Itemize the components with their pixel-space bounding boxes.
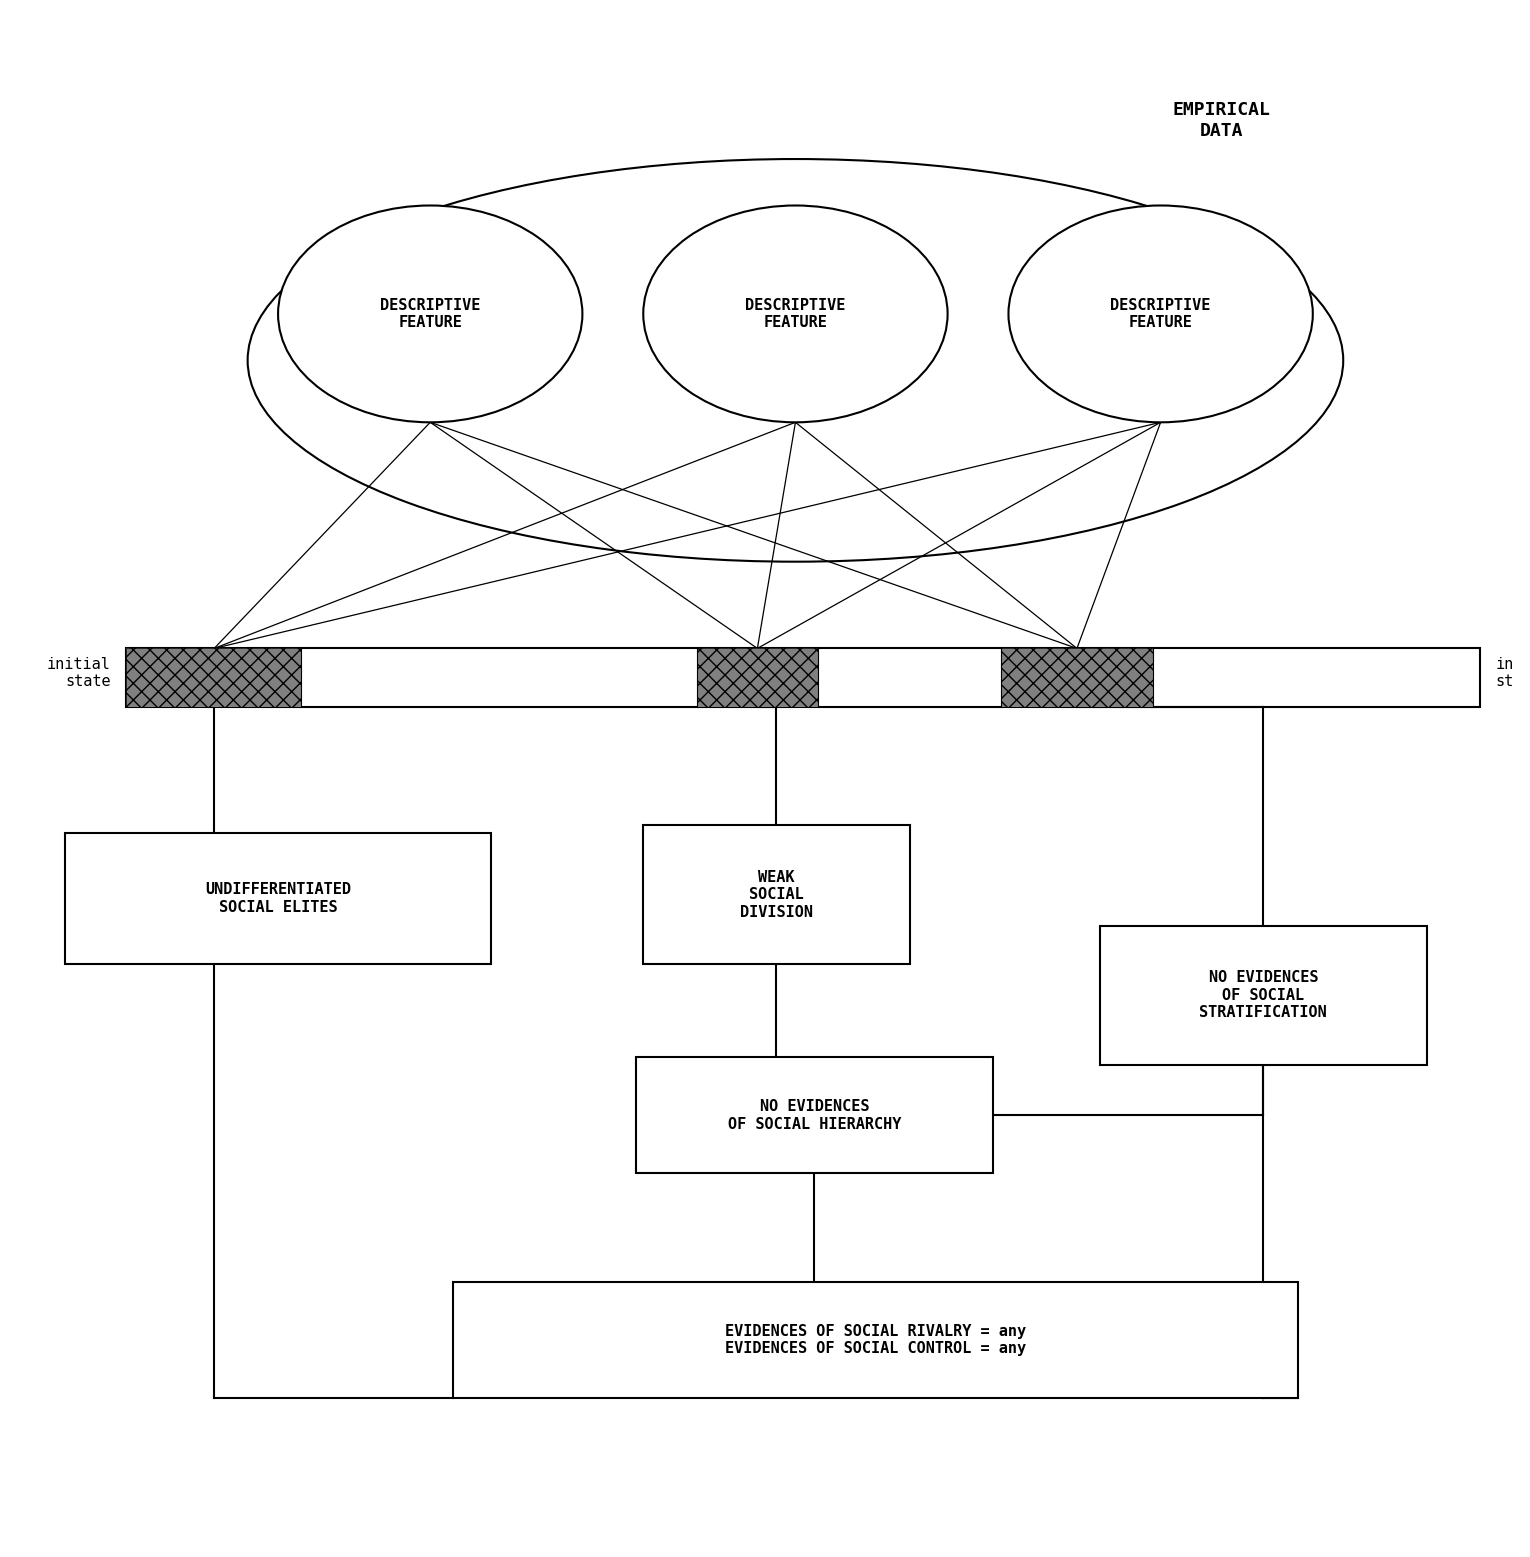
Bar bbox=[635, 1057, 993, 1174]
Text: NO EVIDENCES
OF SOCIAL
STRATIFICATION: NO EVIDENCES OF SOCIAL STRATIFICATION bbox=[1200, 970, 1327, 1020]
Bar bbox=[125, 648, 301, 707]
Ellipse shape bbox=[1008, 206, 1313, 422]
Bar bbox=[1100, 925, 1427, 1065]
Text: initial
state: initial state bbox=[47, 657, 110, 690]
Bar bbox=[1001, 648, 1154, 707]
Bar bbox=[696, 648, 819, 707]
Text: EMPIRICAL
DATA: EMPIRICAL DATA bbox=[1172, 101, 1270, 140]
Ellipse shape bbox=[643, 206, 947, 422]
Text: EVIDENCES OF SOCIAL RIVALRY = any
EVIDENCES OF SOCIAL CONTROL = any: EVIDENCES OF SOCIAL RIVALRY = any EVIDEN… bbox=[725, 1323, 1027, 1356]
Text: DESCRIPTIVE
FEATURE: DESCRIPTIVE FEATURE bbox=[745, 297, 846, 330]
Bar bbox=[453, 1281, 1297, 1398]
Text: NO EVIDENCES
OF SOCIAL HIERARCHY: NO EVIDENCES OF SOCIAL HIERARCHY bbox=[728, 1099, 901, 1132]
Text: WEAK
SOCIAL
DIVISION: WEAK SOCIAL DIVISION bbox=[741, 870, 812, 920]
Bar bbox=[643, 825, 909, 964]
Text: DESCRIPTIVE
FEATURE: DESCRIPTIVE FEATURE bbox=[1111, 297, 1210, 330]
Bar bbox=[696, 648, 819, 707]
Ellipse shape bbox=[278, 206, 583, 422]
Text: in
st: in st bbox=[1495, 657, 1513, 690]
Bar bbox=[1001, 648, 1154, 707]
Bar bbox=[125, 648, 301, 707]
Text: DESCRIPTIVE
FEATURE: DESCRIPTIVE FEATURE bbox=[379, 297, 480, 330]
Text: UNDIFFERENTIATED
SOCIAL ELITES: UNDIFFERENTIATED SOCIAL ELITES bbox=[205, 883, 350, 914]
Bar bbox=[125, 648, 1480, 707]
Bar bbox=[66, 833, 491, 964]
